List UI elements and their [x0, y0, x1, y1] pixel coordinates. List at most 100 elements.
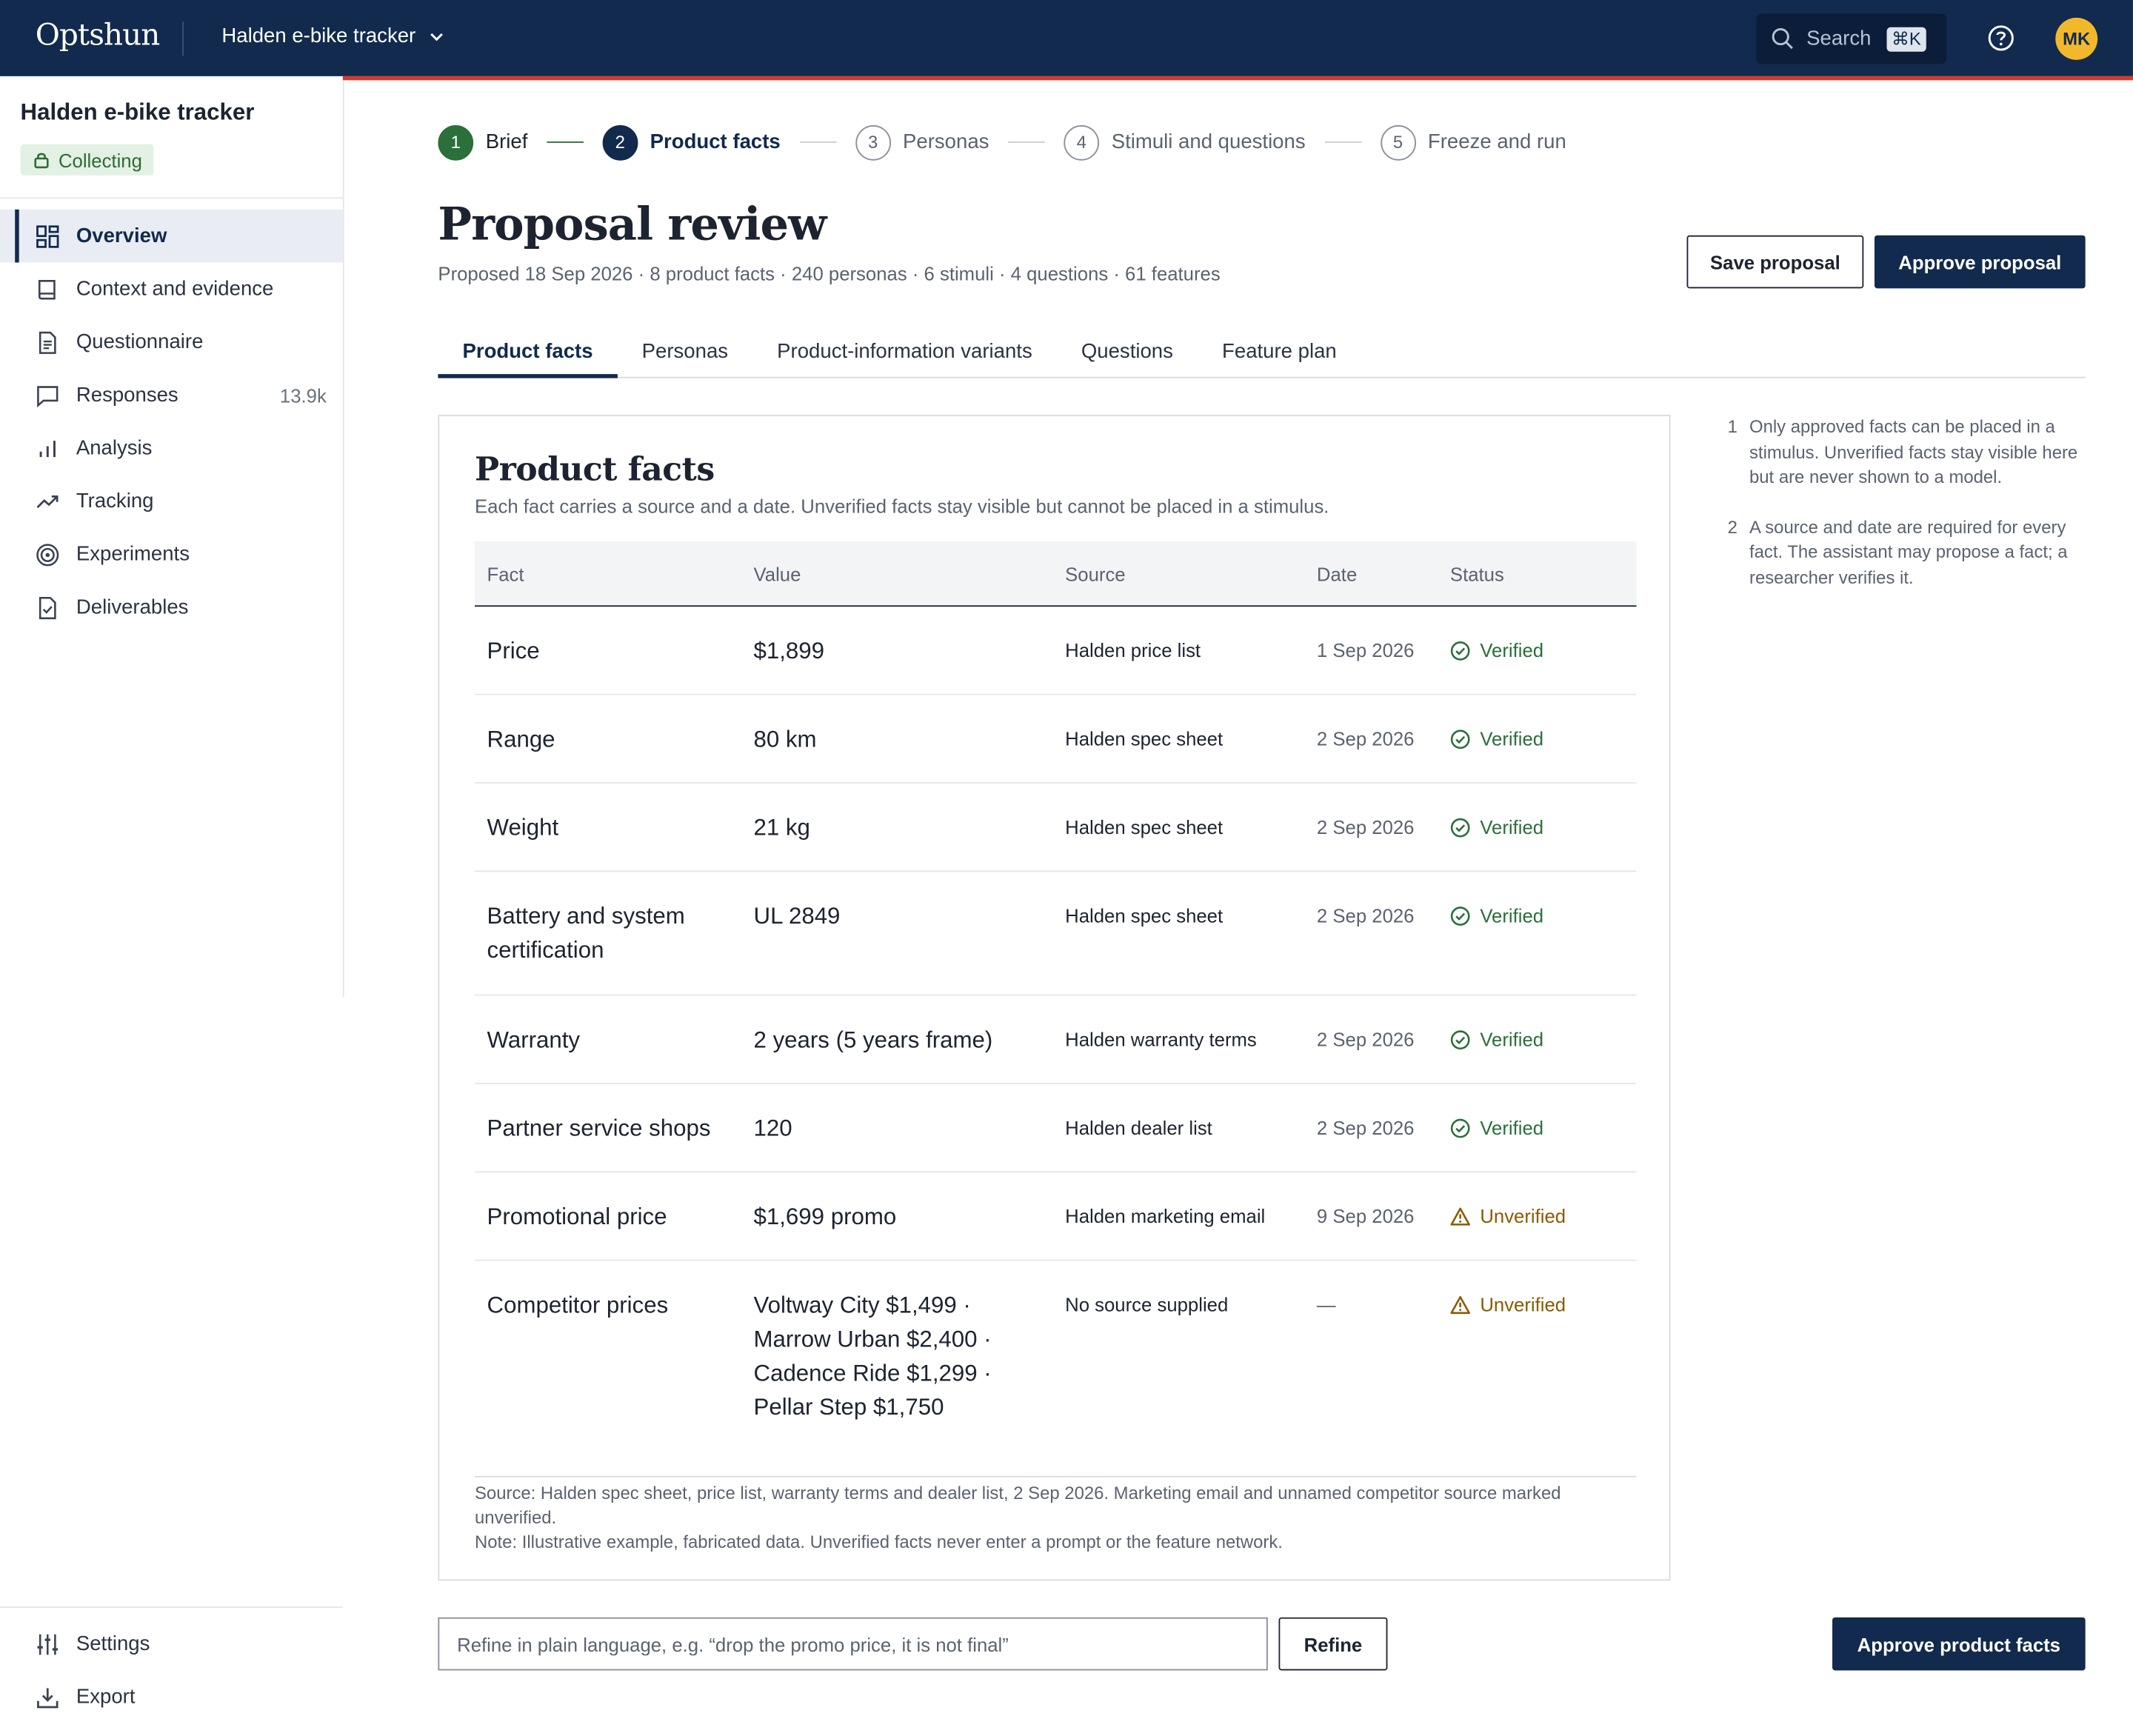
status-cell: Verified [1438, 634, 1636, 664]
status-label: Verified [1480, 727, 1544, 750]
facts-table: Fact Value Source Date Status Price $1,8… [475, 541, 1637, 1452]
sidebar-item-experiments[interactable]: Experiments [0, 528, 343, 581]
top-bar: Optshun Halden e-bike tracker Search ⌘K … [0, 0, 2133, 76]
bar-chart-icon [39, 440, 56, 457]
refine-input[interactable] [438, 1617, 1268, 1671]
check-circle-icon [1450, 729, 1470, 749]
value-cell: 80 km [753, 726, 817, 752]
sidebar-item-label: Deliverables [76, 595, 189, 619]
sidebar-item-responses[interactable]: Responses 13.9k [0, 369, 343, 422]
sidebar-item-export[interactable]: Export [0, 1670, 343, 1723]
approve-product-facts-button[interactable]: Approve product facts [1832, 1617, 2086, 1671]
table-row[interactable]: Battery and system certification UL 2849… [475, 872, 1637, 996]
column-header-status[interactable]: Status [1449, 562, 1504, 584]
sidebar: Halden e-bike tracker Collecting Overvie… [0, 76, 343, 1730]
sidebar-item-label: Analysis [76, 436, 153, 460]
step-personas[interactable]: 3 Personas [855, 124, 989, 160]
fact-cell: Weight [487, 815, 559, 841]
sidebar-border [342, 80, 344, 998]
column-header-date[interactable]: Date [1316, 562, 1358, 584]
date-cell: 2 Sep 2026 [1316, 727, 1415, 750]
card-title: Product facts [475, 449, 715, 489]
sidebar-item-overview[interactable]: Overview [0, 209, 343, 263]
note-text: A source and date are required for every… [1749, 516, 2068, 587]
sidebar-item-tracking[interactable]: Tracking [0, 475, 343, 528]
table-row[interactable]: Competitor prices Voltway City $1,499 · … [475, 1261, 1637, 1452]
sidebar-item-label: Settings [76, 1632, 150, 1656]
approve-proposal-button[interactable]: Approve proposal [1874, 235, 2086, 289]
step-product-facts[interactable]: 2 Product facts [602, 124, 781, 160]
chat-icon [37, 385, 59, 407]
status-accent-line [342, 76, 2133, 81]
tab-questions[interactable]: Questions [1081, 340, 1173, 364]
grid-icon [36, 224, 59, 247]
check-circle-icon [1450, 906, 1470, 925]
status-cell: Unverified [1438, 1288, 1636, 1318]
tab-feature-plan[interactable]: Feature plan [1222, 340, 1337, 364]
column-header-value[interactable]: Value [753, 562, 801, 584]
note-number: 2 [1727, 516, 1738, 537]
table-row[interactable]: Weight 21 kg Halden spec sheet 2 Sep 202… [475, 784, 1637, 872]
date-cell: 2 Sep 2026 [1316, 1116, 1415, 1139]
step-number: 5 [1380, 124, 1416, 160]
step-brief[interactable]: 1 Brief [438, 124, 527, 160]
source-cell: No source supplied [1065, 1293, 1229, 1316]
source-cell: Halden marketing email [1065, 1205, 1266, 1227]
fact-cell: Partner service shops [487, 1115, 711, 1141]
table-row[interactable]: Promotional price $1,699 promo Halden ma… [475, 1172, 1637, 1261]
value-cell: 2 years (5 years frame) [753, 1026, 993, 1053]
tab-personas[interactable]: Personas [641, 340, 729, 364]
status-cell: Verified [1438, 811, 1636, 841]
save-proposal-button[interactable]: Save proposal [1686, 235, 1864, 289]
table-row[interactable]: Warranty 2 years (5 years frame) Halden … [475, 995, 1637, 1084]
column-header-source[interactable]: Source [1065, 562, 1126, 584]
sidebar-item-label: Responses [76, 383, 178, 407]
book-icon [38, 279, 56, 299]
document-icon [39, 330, 56, 353]
lock-icon [34, 153, 49, 169]
step-stimuli-questions[interactable]: 4 Stimuli and questions [1064, 124, 1306, 160]
user-avatar[interactable]: MK [2055, 17, 2098, 60]
check-circle-icon [1450, 817, 1470, 837]
download-icon [37, 1687, 59, 1708]
chevron-down-icon [430, 32, 443, 41]
value-cell: 21 kg [753, 815, 810, 841]
date-cell: 2 Sep 2026 [1316, 1028, 1415, 1050]
sidebar-bottom-nav: Settings Export [0, 1618, 343, 1723]
sidebar-item-deliverables[interactable]: Deliverables [0, 581, 343, 634]
sidebar-item-settings[interactable]: Settings [0, 1618, 343, 1671]
status-label: Verified [1480, 904, 1544, 927]
check-circle-icon [1450, 1029, 1470, 1049]
app-logo[interactable]: Optshun [35, 19, 161, 53]
project-switcher[interactable]: Halden e-bike tracker [221, 24, 445, 47]
refine-button[interactable]: Refine [1278, 1617, 1388, 1671]
sidebar-item-context[interactable]: Context and evidence [0, 262, 343, 316]
help-button[interactable] [1986, 23, 2016, 60]
tab-product-facts[interactable]: Product facts [438, 327, 618, 378]
table-row[interactable]: Partner service shops 120 Halden dealer … [475, 1084, 1637, 1173]
status-label: Unverified [1480, 1293, 1566, 1316]
search-icon [1772, 28, 1793, 50]
project-switcher-label: Halden e-bike tracker [221, 24, 416, 48]
tab-product-information-variants[interactable]: Product-information variants [777, 340, 1032, 364]
status-badge-label: Collecting [58, 149, 142, 171]
step-freeze-run[interactable]: 5 Freeze and run [1380, 124, 1566, 160]
step-connector [1008, 141, 1045, 143]
search-button[interactable]: Search ⌘K [1756, 13, 1947, 64]
status-cell: Unverified [1438, 1200, 1636, 1229]
sidebar-item-label: Export [76, 1685, 136, 1709]
source-note: Source: Halden spec sheet, price list, w… [475, 1483, 1561, 1528]
step-label: Product facts [650, 130, 781, 154]
table-row[interactable]: Range 80 km Halden spec sheet 2 Sep 2026… [475, 695, 1637, 784]
step-connector [1324, 141, 1361, 143]
fact-cell: Promotional price [487, 1203, 667, 1230]
column-header-fact[interactable]: Fact [487, 562, 524, 584]
status-badge: Collecting [20, 144, 155, 176]
sidebar-bottom-divider [0, 1606, 343, 1608]
sidebar-item-questionnaire[interactable]: Questionnaire [0, 316, 343, 369]
table-row[interactable]: Price $1,899 Halden price list 1 Sep 202… [475, 607, 1637, 695]
status-label: Unverified [1480, 1205, 1566, 1227]
source-cell: Halden dealer list [1065, 1116, 1212, 1139]
sidebar-item-analysis[interactable]: Analysis [0, 421, 343, 475]
card-subtitle: Each fact carries a source and a date. U… [475, 495, 1329, 517]
